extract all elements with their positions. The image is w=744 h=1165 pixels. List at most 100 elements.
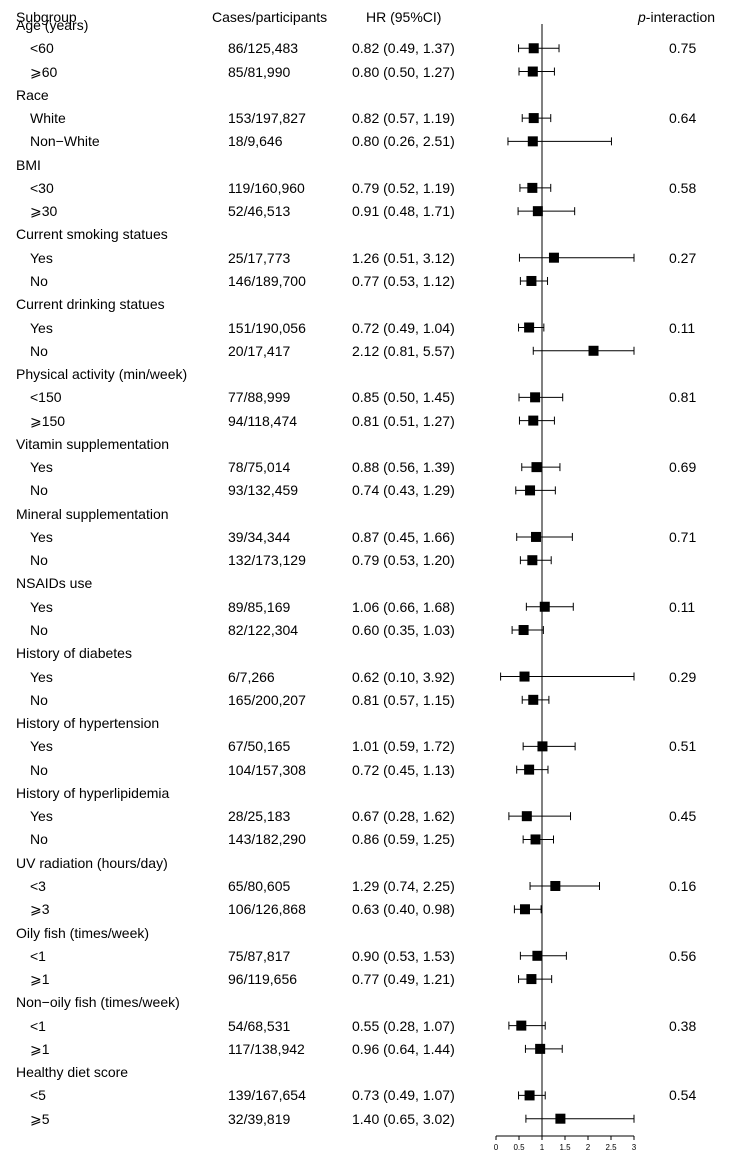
p-interaction-value: 0.11 — [669, 598, 696, 615]
cases-value: 20/17,417 — [228, 342, 291, 359]
subgroup-label: White — [30, 110, 66, 127]
hr-point — [532, 950, 543, 961]
x-tick-label: 3 — [632, 1143, 637, 1152]
hr-point — [527, 136, 538, 147]
cases-value: 78/75,014 — [228, 459, 291, 476]
subgroup-label: No — [30, 482, 48, 499]
cases-value: 139/167,654 — [228, 1087, 306, 1104]
subgroup-label: ⩾5 — [30, 1110, 50, 1127]
cases-value: 25/17,773 — [228, 249, 291, 266]
hr-ci-value: 0.62 (0.10, 3.92) — [352, 668, 455, 685]
hr-ci-value: 1.06 (0.66, 1.68) — [352, 598, 455, 615]
hr-point — [519, 671, 530, 682]
cases-value: 54/68,531 — [228, 1017, 291, 1034]
hr-point — [530, 392, 541, 403]
p-interaction-value: 0.81 — [669, 389, 697, 406]
hr-point — [519, 904, 530, 915]
subgroup-label: ⩾150 — [30, 412, 66, 429]
subgroup-label: <30 — [30, 179, 54, 196]
group-label: Non−oily fish (times/week) — [16, 994, 180, 1011]
hr-point — [531, 462, 542, 473]
hr-ci-value: 0.81 (0.51, 1.27) — [352, 412, 455, 429]
hr-ci-value: 0.77 (0.53, 1.12) — [352, 272, 455, 289]
group-label: UV radiation (hours/day) — [16, 854, 168, 871]
hr-point — [526, 974, 537, 985]
cases-value: 52/46,513 — [228, 203, 291, 220]
cases-value: 82/122,304 — [228, 622, 299, 639]
header-cases: Cases/participants — [212, 9, 328, 25]
cases-value: 151/190,056 — [228, 319, 306, 336]
header-p-letter: p — [638, 9, 646, 25]
hr-ci-value: 1.01 (0.59, 1.72) — [352, 738, 455, 755]
subgroup-label: No — [30, 831, 48, 848]
p-interaction-value: 0.11 — [669, 319, 696, 336]
hr-point — [528, 43, 539, 54]
group-label: History of diabetes — [16, 645, 132, 662]
p-interaction-value: 0.64 — [669, 110, 697, 127]
group-label: Current drinking statues — [16, 296, 165, 313]
hr-point — [527, 555, 538, 566]
cases-value: 6/7,266 — [228, 668, 275, 685]
cases-value: 104/157,308 — [228, 761, 306, 778]
cases-value: 89/85,169 — [228, 598, 291, 615]
hr-point — [535, 1043, 546, 1054]
cases-value: 77/88,999 — [228, 389, 291, 406]
subgroup-label: Yes — [30, 459, 53, 476]
cases-value: 106/126,868 — [228, 901, 306, 918]
x-tick-label: 2 — [586, 1143, 591, 1152]
hr-ci-value: 0.79 (0.53, 1.20) — [352, 552, 455, 569]
hr-point — [527, 182, 538, 193]
hr-ci-value: 0.77 (0.49, 1.21) — [352, 971, 455, 988]
subgroup-label: ⩾30 — [30, 203, 58, 220]
group-label: Race — [16, 86, 49, 103]
hr-ci-value: 0.73 (0.49, 1.07) — [352, 1087, 455, 1104]
p-interaction-value: 0.54 — [669, 1087, 697, 1104]
header-p-interaction: p-interaction — [638, 9, 715, 25]
hr-point — [532, 206, 543, 217]
group-label: Vitamin supplementation — [16, 435, 170, 452]
cases-value: 85/81,990 — [228, 63, 291, 80]
header-hr: HR (95%CI) — [366, 9, 442, 25]
cases-value: 132/173,129 — [228, 552, 306, 569]
hr-ci-value: 2.12 (0.81, 5.57) — [352, 342, 455, 359]
hr-point — [531, 531, 542, 542]
cases-value: 86/125,483 — [228, 40, 299, 57]
hr-point — [524, 322, 535, 333]
hr-point — [528, 113, 539, 124]
hr-ci-value: 1.40 (0.65, 3.02) — [352, 1110, 455, 1127]
subgroup-label: Yes — [30, 249, 53, 266]
hr-ci-value: 0.63 (0.40, 0.98) — [352, 901, 455, 918]
cases-value: 65/80,605 — [228, 877, 291, 894]
cases-value: 146/189,700 — [228, 272, 306, 289]
hr-point — [550, 880, 561, 891]
group-label: Age (years) — [16, 17, 89, 33]
group-label: History of hyperlipidemia — [16, 784, 170, 801]
hr-ci-value: 1.29 (0.74, 2.25) — [352, 877, 455, 894]
cases-value: 96/119,656 — [228, 971, 298, 988]
x-tick-label: 0 — [494, 1143, 499, 1152]
hr-ci-value: 0.82 (0.57, 1.19) — [352, 110, 455, 127]
hr-point — [526, 275, 537, 286]
x-tick-label: 1 — [540, 1143, 545, 1152]
cases-value: 18/9,646 — [228, 133, 283, 150]
hr-ci-value: 0.87 (0.45, 1.66) — [352, 528, 455, 545]
hr-ci-value: 0.86 (0.59, 1.25) — [352, 831, 455, 848]
hr-ci-value: 0.96 (0.64, 1.44) — [352, 1040, 455, 1057]
subgroup-label: No — [30, 691, 48, 708]
hr-point — [525, 485, 536, 496]
hr-point — [521, 811, 532, 822]
subgroup-label: Non−White — [30, 133, 100, 150]
hr-point — [588, 345, 599, 356]
cases-value: 117/138,942 — [228, 1040, 305, 1057]
hr-ci-value: 1.26 (0.51, 3.12) — [352, 249, 455, 266]
p-interaction-value: 0.75 — [669, 40, 697, 57]
x-tick-label: 1.5 — [559, 1143, 571, 1152]
subgroup-label: ⩾3 — [30, 901, 50, 918]
hr-ci-value: 0.67 (0.28, 1.62) — [352, 808, 455, 825]
hr-ci-value: 0.91 (0.48, 1.71) — [352, 203, 455, 220]
group-label: Oily fish (times/week) — [16, 924, 150, 941]
p-interaction-value: 0.51 — [669, 738, 697, 755]
p-interaction-value: 0.69 — [669, 459, 697, 476]
hr-ci-value: 0.90 (0.53, 1.53) — [352, 947, 455, 964]
